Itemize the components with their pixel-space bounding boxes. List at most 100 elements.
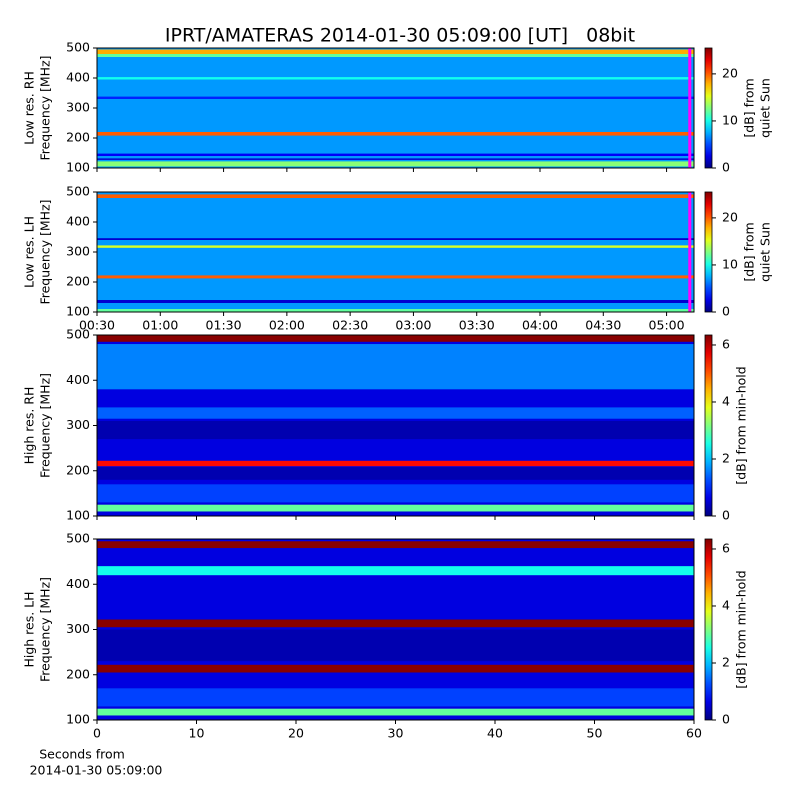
- spectral-band: [97, 194, 694, 198]
- y-tick-label: 500: [66, 327, 90, 342]
- colorbar-tick-label: 2: [722, 654, 730, 669]
- y-tick-label: 400: [66, 576, 90, 591]
- colorbar-tick-label: 4: [722, 393, 730, 408]
- colorbar-label: quiet Sun: [758, 222, 773, 282]
- background-level: [97, 192, 694, 312]
- y-axis-label: Frequency [MHz]: [38, 55, 53, 160]
- y-tick-label: 400: [66, 372, 90, 387]
- x-tick-label: 05:00: [649, 318, 685, 333]
- colorbar-tick-label: 2: [722, 450, 730, 465]
- x-axis-label: Seconds from: [39, 747, 125, 762]
- colorbar-tick-label: 4: [722, 597, 730, 612]
- x-tick-label: 10: [189, 726, 205, 741]
- y-axis-label: Frequency [MHz]: [38, 373, 53, 478]
- x-tick-label: 01:00: [142, 318, 178, 333]
- y-tick-label: 100: [66, 304, 90, 319]
- spectral-band: [97, 619, 694, 628]
- x-tick-label: 20: [288, 726, 304, 741]
- colorbar-label: [dB] from: [742, 222, 757, 281]
- spectral-band: [97, 275, 694, 279]
- figure-title: IPRT/AMATERAS 2014-01-30 05:09:00 [UT] 0…: [165, 25, 635, 47]
- x-tick-label: 04:30: [585, 318, 621, 333]
- x-tick-label: 0: [93, 726, 101, 741]
- colorbar-tick-label: 0: [722, 508, 730, 523]
- spectral-band: [97, 309, 694, 312]
- colorbar-tick-label: 10: [722, 112, 738, 127]
- x-tick-label: 02:30: [332, 318, 368, 333]
- x-tick-label: 03:30: [459, 318, 495, 333]
- spectral-band: [97, 541, 694, 549]
- y-tick-label: 100: [66, 712, 90, 727]
- x-tick-label: 50: [587, 726, 603, 741]
- x-tick-label: 00:30: [79, 318, 115, 333]
- spectral-band: [97, 49, 694, 54]
- colorbar: [704, 334, 713, 517]
- spectral-band: [97, 300, 694, 303]
- y-tick-label: 300: [66, 100, 90, 115]
- spectral-band: [97, 688, 694, 707]
- y-axis-label: Frequency [MHz]: [38, 199, 53, 304]
- x-tick-label: 04:00: [522, 318, 558, 333]
- spectral-band: [97, 238, 694, 240]
- colorbar: [704, 47, 713, 169]
- x-tick-label: 30: [388, 726, 404, 741]
- colorbar: [704, 191, 713, 313]
- spectral-band: [97, 77, 694, 80]
- y-tick-label: 500: [66, 40, 90, 55]
- x-tick-label: 01:30: [206, 318, 242, 333]
- colorbar-label: [dB] from min-hold: [734, 366, 749, 484]
- spectral-band: [97, 420, 694, 440]
- y-tick-label: 300: [66, 621, 90, 636]
- spectral-band: [97, 335, 694, 342]
- colorbar-label: [dB] from: [742, 78, 757, 137]
- colorbar-tick-label: 10: [722, 256, 738, 271]
- y-tick-label: 200: [66, 130, 90, 145]
- spectral-band: [97, 566, 694, 576]
- colorbar-label: quiet Sun: [758, 78, 773, 138]
- y-axis-label: High res. RH: [22, 387, 37, 465]
- y-tick-label: 100: [66, 508, 90, 523]
- colorbar-tick-label: 0: [722, 160, 730, 175]
- y-tick-label: 300: [66, 244, 90, 259]
- spectral-band: [97, 460, 694, 467]
- y-tick-label: 200: [66, 666, 90, 681]
- x-tick-label: 02:00: [269, 318, 305, 333]
- y-tick-label: 500: [66, 531, 90, 546]
- spectral-band: [97, 484, 694, 503]
- colorbar-tick-label: 6: [722, 540, 730, 555]
- colorbar-tick-label: 0: [722, 712, 730, 727]
- colorbar: [704, 538, 713, 721]
- colorbar-tick-label: 20: [722, 65, 738, 80]
- spectral-band: [97, 344, 694, 390]
- y-tick-label: 200: [66, 462, 90, 477]
- y-axis-label: Frequency [MHz]: [38, 577, 53, 682]
- y-tick-label: 500: [66, 184, 90, 199]
- spectral-band: [97, 708, 694, 716]
- spectral-band: [97, 54, 694, 57]
- colorbar-tick-label: 0: [722, 304, 730, 319]
- spectral-band: [97, 96, 694, 99]
- spectral-band: [97, 153, 694, 156]
- spectral-band: [97, 504, 694, 512]
- colorbar-tick-label: 6: [722, 336, 730, 351]
- y-axis-label: High res. LH: [22, 591, 37, 667]
- x-tick-label: 60: [686, 726, 702, 741]
- spectral-band: [97, 467, 694, 480]
- spectral-band: [97, 245, 694, 248]
- spectral-band: [97, 629, 694, 662]
- x-tick-label: 03:00: [395, 318, 431, 333]
- x-axis-label: 2014-01-30 05:09:00: [30, 763, 163, 778]
- y-tick-label: 300: [66, 417, 90, 432]
- background-level: [97, 48, 694, 168]
- y-axis-label: Low res. LH: [22, 216, 37, 288]
- y-axis-label: Low res. RH: [22, 71, 37, 145]
- y-tick-label: 200: [66, 274, 90, 289]
- spectral-band: [97, 161, 694, 167]
- y-tick-label: 400: [66, 70, 90, 85]
- colorbar-tick-label: 20: [722, 209, 738, 224]
- spectral-band: [97, 132, 694, 136]
- x-tick-label: 40: [487, 726, 503, 741]
- y-tick-label: 100: [66, 160, 90, 175]
- colorbar-label: [dB] from min-hold: [734, 570, 749, 688]
